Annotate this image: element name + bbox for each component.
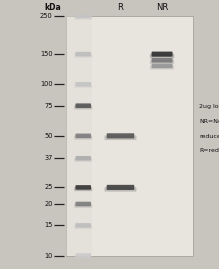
Text: 20: 20	[44, 201, 53, 207]
FancyBboxPatch shape	[150, 54, 174, 58]
FancyBboxPatch shape	[75, 202, 91, 206]
FancyBboxPatch shape	[74, 84, 92, 88]
FancyBboxPatch shape	[152, 58, 173, 63]
FancyBboxPatch shape	[107, 133, 134, 139]
FancyBboxPatch shape	[104, 136, 136, 140]
Text: 25: 25	[44, 184, 53, 190]
FancyBboxPatch shape	[75, 52, 91, 56]
Bar	[66, 16, 92, 256]
Bar	[66, 16, 193, 256]
FancyBboxPatch shape	[150, 65, 174, 70]
FancyBboxPatch shape	[75, 223, 91, 228]
FancyBboxPatch shape	[74, 187, 92, 191]
FancyBboxPatch shape	[152, 52, 173, 57]
Text: 15: 15	[44, 222, 53, 228]
FancyBboxPatch shape	[75, 134, 91, 138]
Text: R: R	[118, 3, 123, 12]
FancyBboxPatch shape	[74, 135, 92, 140]
FancyBboxPatch shape	[74, 204, 92, 208]
Text: 10: 10	[44, 253, 53, 259]
Text: NR=Non-: NR=Non-	[199, 119, 219, 124]
FancyBboxPatch shape	[74, 255, 92, 259]
Text: 37: 37	[44, 155, 53, 161]
FancyBboxPatch shape	[75, 82, 91, 87]
Text: 100: 100	[40, 81, 53, 87]
Text: kDa: kDa	[44, 3, 61, 12]
Text: 250: 250	[40, 13, 53, 19]
FancyBboxPatch shape	[75, 103, 91, 108]
FancyBboxPatch shape	[74, 225, 92, 229]
FancyBboxPatch shape	[74, 105, 92, 109]
FancyBboxPatch shape	[74, 158, 92, 162]
FancyBboxPatch shape	[150, 60, 174, 64]
FancyBboxPatch shape	[75, 253, 91, 258]
Text: R=reduced: R=reduced	[199, 148, 219, 153]
Text: reduced: reduced	[199, 134, 219, 139]
Text: NR: NR	[156, 3, 168, 12]
FancyBboxPatch shape	[152, 64, 173, 68]
Text: 150: 150	[40, 51, 53, 57]
FancyBboxPatch shape	[75, 185, 91, 190]
FancyBboxPatch shape	[104, 187, 136, 192]
FancyBboxPatch shape	[75, 156, 91, 161]
FancyBboxPatch shape	[107, 185, 134, 190]
Text: 75: 75	[44, 103, 53, 109]
FancyBboxPatch shape	[75, 14, 91, 18]
FancyBboxPatch shape	[74, 54, 92, 58]
FancyBboxPatch shape	[74, 16, 92, 20]
Text: 50: 50	[44, 133, 53, 139]
Text: 2ug loading: 2ug loading	[199, 104, 219, 109]
